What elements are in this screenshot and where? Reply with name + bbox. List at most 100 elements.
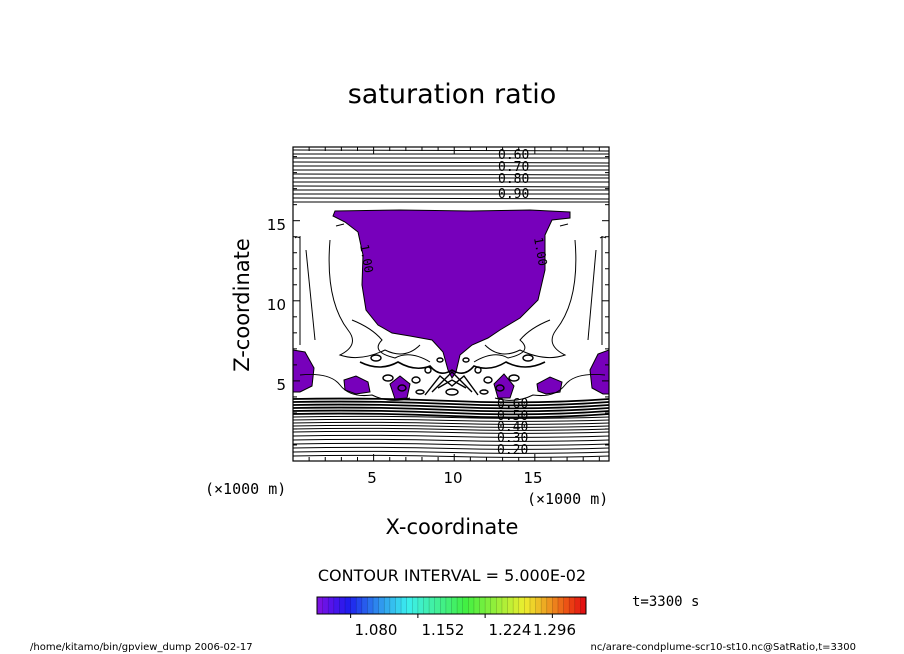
contour-line bbox=[293, 409, 609, 416]
contour-line bbox=[484, 239, 577, 359]
colorbar-segment bbox=[445, 597, 452, 614]
contour-cell bbox=[415, 389, 425, 395]
contour-line bbox=[293, 434, 609, 438]
colorbar-segment bbox=[546, 597, 553, 614]
colorbar-segment bbox=[412, 597, 419, 614]
contour-line bbox=[293, 406, 609, 413]
contour-label: 0.60 bbox=[497, 397, 528, 412]
footer-right: nc/arare-condplume-scr10-st10.nc@SatRati… bbox=[590, 642, 856, 653]
contour-line bbox=[299, 374, 411, 401]
colorbar-segment bbox=[468, 597, 475, 614]
contour-cell bbox=[382, 374, 394, 382]
contour-label: 0.40 bbox=[497, 420, 528, 435]
colorbar-segment bbox=[434, 597, 441, 614]
y-tick-label: 10 bbox=[267, 296, 286, 314]
contour-line bbox=[293, 149, 609, 152]
contour-cell bbox=[483, 376, 493, 384]
contour-label: 0.90 bbox=[498, 187, 529, 202]
colorbar-tick-label: 1.224 bbox=[489, 621, 532, 639]
colorbar bbox=[317, 597, 587, 618]
plot-area bbox=[293, 149, 609, 458]
colorbar-segment bbox=[361, 597, 368, 614]
footer-left: /home/kitamo/bin/gpview_dump 2006-02-17 bbox=[30, 642, 253, 653]
colorbar-segment bbox=[507, 597, 514, 614]
y-axis-label: Z-coordinate bbox=[230, 238, 254, 372]
y-tick-label: 5 bbox=[276, 376, 286, 394]
contour-label: 0.20 bbox=[497, 443, 528, 458]
contour-line bbox=[293, 454, 609, 458]
contour-line bbox=[293, 424, 609, 428]
contour-cell bbox=[424, 366, 432, 374]
contour-line bbox=[293, 415, 609, 419]
contour-line bbox=[293, 197, 609, 200]
colorbar-segment bbox=[451, 597, 458, 614]
colorbar-segment bbox=[423, 597, 430, 614]
time-label: t=3300 s bbox=[632, 594, 699, 610]
plume-region-cell bbox=[536, 376, 563, 395]
contour-interval-text: CONTOUR INTERVAL = 5.000E-02 bbox=[318, 566, 586, 585]
contour-line bbox=[293, 403, 609, 410]
contour-line bbox=[293, 397, 609, 404]
x-tick-label: 10 bbox=[443, 469, 462, 487]
colorbar-segment bbox=[328, 597, 335, 614]
y-tick-label: 15 bbox=[267, 216, 286, 234]
plot-frame bbox=[292, 146, 610, 462]
y-unit-label: (×1000 m) bbox=[205, 480, 286, 498]
colorbar-segment bbox=[417, 597, 424, 614]
colorbar-tick-label: 1.152 bbox=[422, 621, 465, 639]
small-contour-cells bbox=[370, 354, 534, 396]
colorbar-segment bbox=[356, 597, 363, 614]
colorbar-segment bbox=[462, 597, 469, 614]
contour-line bbox=[351, 319, 431, 363]
contour-cell bbox=[411, 376, 421, 384]
contour-line bbox=[293, 412, 609, 419]
colorbar-segment bbox=[317, 597, 324, 614]
contour-label: 0.60 bbox=[498, 148, 529, 163]
colorbar-segment bbox=[563, 597, 570, 614]
colorbar-segment bbox=[479, 597, 486, 614]
colorbar-segment bbox=[524, 597, 531, 614]
contour-cell bbox=[495, 384, 505, 392]
contour-line bbox=[473, 319, 551, 363]
contour-label: 0.70 bbox=[498, 160, 529, 175]
contour-cell bbox=[436, 357, 444, 363]
contour-line bbox=[328, 239, 421, 359]
contour-line bbox=[293, 450, 609, 454]
contour-label: 0.80 bbox=[498, 172, 529, 187]
colorbar-frame bbox=[316, 596, 587, 615]
contour-line bbox=[293, 418, 609, 422]
contour-cell bbox=[479, 389, 489, 395]
colorbar-segment bbox=[557, 597, 565, 614]
colorbar-segment bbox=[401, 597, 408, 614]
x-tick-label: 5 bbox=[367, 469, 377, 487]
contour-label: 1.00 bbox=[531, 236, 550, 267]
colorbar-segment bbox=[490, 597, 497, 614]
colorbar-segment bbox=[339, 597, 346, 614]
colorbar-segment bbox=[378, 597, 385, 614]
plume-region-cell bbox=[389, 375, 411, 400]
colorbar-segment bbox=[440, 597, 447, 614]
contour-labels: 0.60 0.70 0.80 0.90 0.60 0.50 0.40 0.30 … bbox=[357, 148, 550, 458]
colorbar-segment bbox=[457, 597, 464, 614]
contour-line bbox=[359, 361, 546, 374]
contour-line bbox=[293, 161, 609, 164]
colorbar-segment bbox=[496, 597, 503, 614]
colorbar-tick-label: 1.080 bbox=[355, 621, 398, 639]
contour-line bbox=[424, 371, 479, 396]
colorbar-segment bbox=[535, 597, 542, 614]
colorbar-segment bbox=[541, 597, 548, 614]
colorbar-segment bbox=[406, 597, 413, 614]
contour-line bbox=[293, 400, 609, 407]
chart-title: saturation ratio bbox=[348, 79, 557, 110]
x-axis-label: X-coordinate bbox=[386, 515, 519, 539]
colorbar-segment bbox=[574, 597, 581, 614]
contour-lines bbox=[293, 149, 609, 458]
colorbar-segment bbox=[501, 597, 509, 614]
contour-cell bbox=[474, 366, 482, 374]
contour-cell bbox=[397, 384, 407, 392]
plume-region-left-edge bbox=[293, 349, 315, 393]
contour-line bbox=[305, 249, 316, 341]
colorbar-segment bbox=[569, 597, 576, 614]
contour-line bbox=[293, 446, 609, 450]
contour-cell bbox=[445, 388, 459, 396]
